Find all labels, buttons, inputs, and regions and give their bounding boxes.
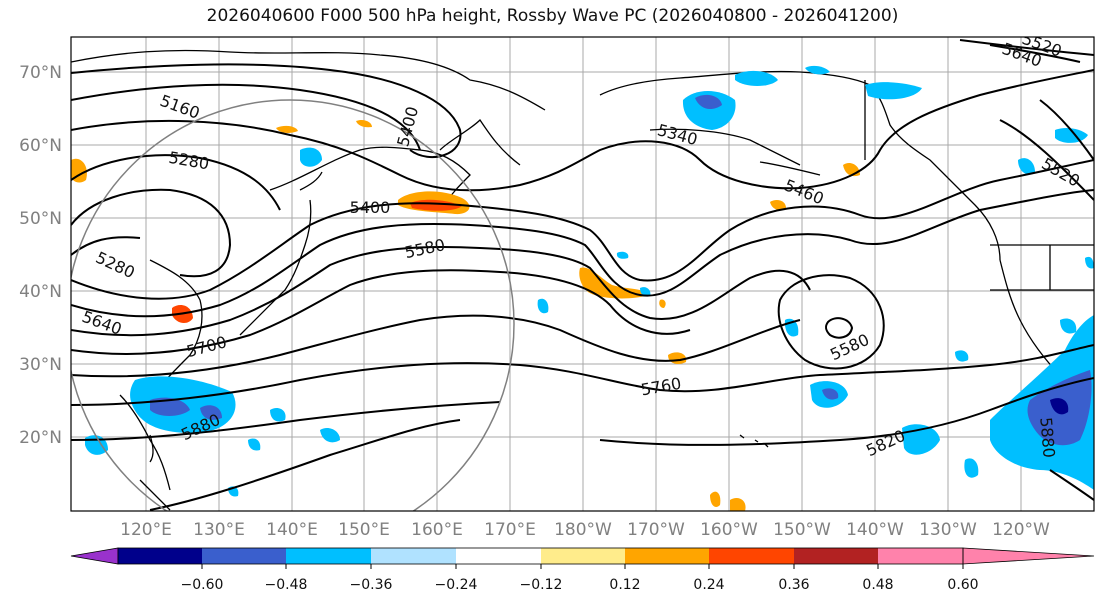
lon-label: 120°W — [992, 520, 1050, 540]
colorbar-tick-label: 0.36 — [778, 577, 809, 593]
colorbar: −0.60 −0.48 −0.36 −0.24 −0.12 0.12 0.24 … — [70, 547, 1095, 593]
colorbar-segment — [371, 548, 456, 564]
lat-label: 40°N — [19, 282, 62, 302]
colorbar-segment — [541, 548, 625, 564]
lon-label: 170°W — [627, 520, 685, 540]
colorbar-segment — [794, 548, 878, 564]
latitude-labels: 70°N 60°N 50°N 40°N 30°N 20°N — [19, 63, 62, 448]
colorbar-extend-right — [962, 547, 1095, 565]
lon-label: 130°W — [919, 520, 977, 540]
colorbar-segment — [286, 548, 371, 564]
contour-label: 5400 — [350, 198, 391, 217]
projection-circle — [71, 99, 515, 511]
map-title: 2026040600 F000 500 hPa height, Rossby W… — [206, 6, 899, 26]
lon-label: 160°W — [700, 520, 758, 540]
colorbar-tick-label: −0.12 — [520, 577, 563, 593]
colorbar-segment — [118, 548, 202, 564]
colorbar-tick-label: −0.24 — [435, 577, 478, 593]
lon-label: 130°E — [193, 520, 245, 540]
graticule — [71, 37, 1094, 511]
colorbar-tick-label: −0.60 — [181, 577, 224, 593]
lon-label: 140°W — [846, 520, 904, 540]
lat-label: 30°N — [19, 355, 62, 375]
lon-label: 180°W — [554, 520, 612, 540]
colorbar-tick-label: 0.48 — [862, 577, 893, 593]
colorbar-tick-label: −0.36 — [350, 577, 393, 593]
contour-label: 5880 — [1036, 416, 1058, 458]
colorbar-tick-label: 0.12 — [609, 577, 640, 593]
lat-label: 70°N — [19, 63, 62, 83]
colorbar-ticks — [201, 564, 964, 569]
colorbar-segment — [456, 548, 541, 564]
height-contours — [71, 39, 1094, 511]
colorbar-segment — [625, 548, 709, 564]
colorbar-segment — [202, 548, 286, 564]
colorbar-tick-label: −0.48 — [265, 577, 308, 593]
lat-label: 50°N — [19, 209, 62, 229]
lat-label: 20°N — [19, 428, 62, 448]
lon-label: 120°E — [120, 520, 172, 540]
colorbar-segment — [709, 548, 794, 564]
anomaly-shading — [71, 65, 1094, 511]
colorbar-tick-label: 0.24 — [693, 577, 724, 593]
lon-label: 160°E — [411, 520, 463, 540]
lon-label: 150°E — [338, 520, 390, 540]
lon-label: 140°E — [266, 520, 318, 540]
colorbar-extend-left — [70, 547, 119, 565]
colorbar-segment — [878, 548, 963, 564]
lon-label: 170°E — [484, 520, 536, 540]
colorbar-tick-label: 0.60 — [947, 577, 978, 593]
lon-label: 150°W — [773, 520, 831, 540]
map-frame — [70, 36, 1095, 512]
lat-label: 60°N — [19, 136, 62, 156]
longitude-labels: 120°E 130°E 140°E 150°E 160°E 170°E 180°… — [120, 520, 1050, 540]
